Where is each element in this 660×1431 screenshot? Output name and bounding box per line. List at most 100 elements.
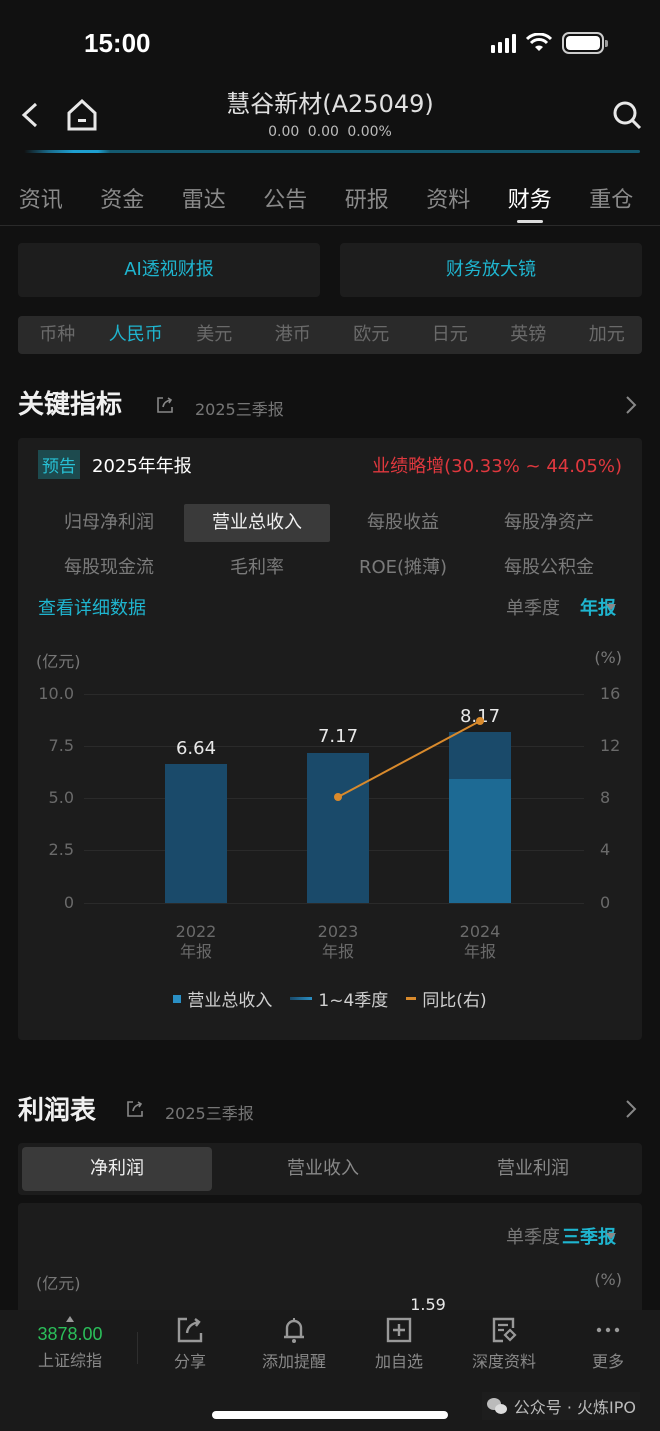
- deep-data-button[interactable]: 深度资料: [454, 1316, 554, 1372]
- metric-reserve-ps[interactable]: 每股公积金: [504, 557, 594, 578]
- tab-holdings[interactable]: 重仓: [589, 188, 634, 213]
- home-icon[interactable]: [66, 98, 98, 132]
- currency-selector: 币种 人民币 美元 港币 欧元 日元 英镑 加元: [18, 316, 642, 354]
- forecast-result: 业绩略增(30.33% ~ 44.05%): [372, 456, 622, 477]
- currency-cny[interactable]: 人民币: [108, 324, 163, 345]
- y-tick-right: 0: [600, 893, 611, 912]
- share-button[interactable]: 分享: [140, 1316, 240, 1372]
- signal-icon: [491, 33, 516, 53]
- currency-usd[interactable]: 美元: [196, 324, 233, 345]
- y-tick-left: 7.5: [48, 736, 74, 755]
- tab-finance[interactable]: 财务: [489, 170, 571, 225]
- document-icon: [492, 1317, 517, 1343]
- legend-square-icon: [173, 994, 182, 1003]
- key-metrics-title: 关键指标: [18, 390, 123, 420]
- currency-eur[interactable]: 欧元: [353, 324, 390, 345]
- share-icon: [177, 1317, 203, 1343]
- tab-announcements[interactable]: 公告: [263, 188, 308, 213]
- y-axis-left-unit: (亿元): [36, 1274, 81, 1293]
- key-metrics-card: 预告 2025年年报 业绩略增(30.33% ~ 44.05%) 归母净利润 营…: [18, 438, 642, 1040]
- y-axis-right-unit: (%): [594, 1270, 622, 1289]
- y-tick-right: 4: [600, 840, 611, 859]
- y-tick-right: 16: [600, 684, 621, 703]
- metric-roe[interactable]: ROE(摊薄): [358, 557, 448, 578]
- bar-2022[interactable]: [165, 764, 227, 903]
- y-tick-left: 0: [63, 893, 74, 912]
- y-axis-left-unit: (亿元): [36, 652, 81, 671]
- currency-label: 币种: [39, 324, 76, 345]
- x-label-2024: 2024 年报: [459, 922, 501, 961]
- gridline: [84, 694, 584, 695]
- back-icon[interactable]: [18, 100, 42, 130]
- period-dropdown[interactable]: 年报: [580, 598, 616, 619]
- wifi-icon: [526, 33, 552, 51]
- share-icon[interactable]: [156, 396, 174, 414]
- home-indicator[interactable]: [212, 1411, 448, 1419]
- add-watchlist-button[interactable]: 加自选: [349, 1316, 449, 1372]
- forecast-period: 2025年年报: [92, 456, 192, 477]
- metric-cfps[interactable]: 每股现金流: [64, 557, 154, 578]
- tab-net-profit[interactable]: 净利润: [22, 1147, 212, 1191]
- status-bar: 15:00: [0, 0, 660, 80]
- legend-quarters[interactable]: 1~4季度: [290, 986, 388, 1011]
- currency-gbp[interactable]: 英镑: [510, 324, 547, 345]
- caret-down-icon[interactable]: [606, 1233, 616, 1239]
- tab-radar[interactable]: 雷达: [181, 188, 226, 213]
- currency-jpy[interactable]: 日元: [431, 324, 468, 345]
- tab-profile[interactable]: 资料: [426, 188, 471, 213]
- chevron-right-icon[interactable]: [624, 394, 638, 416]
- more-button[interactable]: 更多: [558, 1316, 658, 1372]
- metric-bvps[interactable]: 每股净资产: [504, 512, 594, 533]
- currency-hkd[interactable]: 港币: [274, 324, 311, 345]
- chevron-right-icon[interactable]: [624, 1098, 638, 1120]
- key-metrics-period: 2025三季报: [195, 400, 284, 419]
- metric-eps[interactable]: 每股收益: [367, 512, 439, 533]
- bar-2024[interactable]: [449, 732, 511, 903]
- search-icon[interactable]: [612, 100, 642, 130]
- add-watchlist-icon: [386, 1317, 412, 1343]
- share-icon[interactable]: [126, 1100, 144, 1118]
- metric-net-profit[interactable]: 归母净利润: [64, 512, 154, 533]
- status-time: 15:00: [84, 28, 151, 58]
- watermark: 公众号 · 火炼IPO: [481, 1392, 640, 1420]
- bar-2024-q1-4-segment: [449, 779, 511, 903]
- period-dropdown[interactable]: 三季报: [562, 1227, 616, 1248]
- caret-down-icon[interactable]: [606, 604, 616, 610]
- tab-news[interactable]: 资讯: [18, 188, 63, 213]
- stock-title: 慧谷新材(A25049): [226, 90, 434, 118]
- tab-operating-profit[interactable]: 营业利润: [497, 1158, 569, 1179]
- yoy-line: [334, 717, 484, 801]
- income-tabs: 净利润 营业收入 营业利润: [18, 1143, 642, 1195]
- finance-magnifier-button[interactable]: 财务放大镜: [340, 243, 642, 297]
- index-value: 3878.00: [37, 1324, 103, 1344]
- bar-2023[interactable]: [307, 753, 369, 903]
- legend-revenue[interactable]: 营业总收入: [173, 986, 272, 1011]
- y-tick-left: 10.0: [38, 684, 74, 703]
- gridline: [84, 746, 584, 747]
- wechat-icon: [486, 1398, 507, 1414]
- currency-cad[interactable]: 加元: [588, 324, 625, 345]
- bar-value-label: 7.17: [317, 726, 359, 747]
- gridline: [84, 903, 584, 904]
- single-quarter-toggle[interactable]: 单季度: [506, 598, 560, 619]
- tab-funds[interactable]: 资金: [100, 188, 145, 213]
- y-tick-right: 12: [600, 736, 621, 755]
- legend-yoy[interactable]: 同比(右): [406, 986, 487, 1011]
- legend-line-icon: [290, 997, 313, 1000]
- y-axis-right-unit: (%): [594, 648, 622, 667]
- single-quarter-toggle[interactable]: 单季度: [506, 1227, 560, 1248]
- view-details-link[interactable]: 查看详细数据: [38, 598, 146, 619]
- nav-header: 慧谷新材(A25049) 0.00 0.00 0.00%: [0, 80, 660, 155]
- ai-report-button[interactable]: AI透视财报: [18, 243, 320, 297]
- tab-research[interactable]: 研报: [344, 188, 389, 213]
- market-index[interactable]: 3878.00 上证综指: [20, 1310, 120, 1371]
- bar-value-label: 6.64: [175, 738, 217, 759]
- tab-operating-revenue[interactable]: 营业收入: [287, 1158, 359, 1179]
- income-chart-card: 单季度 三季报 (亿元) (%) 1.59: [18, 1203, 642, 1323]
- chart-legend: 营业总收入 1~4季度 同比(右): [0, 986, 660, 1011]
- metric-gross-margin[interactable]: 毛利率: [230, 557, 284, 578]
- bell-icon: [284, 1318, 304, 1343]
- add-alert-button[interactable]: 添加提醒: [244, 1316, 344, 1372]
- income-statement-period: 2025三季报: [165, 1104, 254, 1123]
- metric-total-revenue[interactable]: 营业总收入: [184, 504, 330, 542]
